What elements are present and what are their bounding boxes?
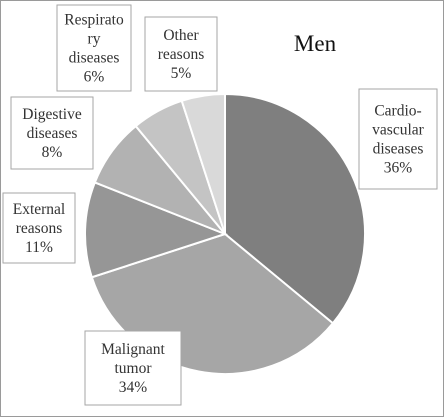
callout-box-5: [144, 16, 218, 92]
callout-box-3: [10, 96, 94, 170]
callout-line-0-0: Cardio-: [374, 103, 421, 120]
callout-line-1-2: 34%: [119, 379, 148, 396]
callout-box-4: [56, 4, 132, 92]
callout-5: Other reasons 5%: [144, 16, 218, 92]
callout-3: Digestive diseases 8%: [10, 96, 94, 170]
callout-line-2-0: External: [13, 201, 66, 218]
callout-line-0-1: vascular: [372, 122, 424, 139]
chart-title: Men: [294, 31, 337, 56]
callout-line-4-1: ry: [88, 31, 101, 48]
callout-box-1: [84, 330, 182, 406]
callout-line-1-1: tumor: [114, 360, 152, 377]
callout-0: Cardio-vascular diseases 36%: [358, 88, 438, 190]
callout-line-4-2: diseases: [69, 50, 120, 67]
callout-4: Respirato ry diseases 6%: [56, 4, 132, 92]
callout-line-5-1: reasons: [158, 46, 205, 63]
pie-slice-5: [180, 92, 226, 235]
callout-line-5-2: 5%: [171, 65, 192, 82]
callout-line-3-0: Digestive: [22, 106, 82, 123]
callout-line-2-2: 11%: [25, 239, 53, 256]
pie-slice-2: [84, 181, 228, 279]
pie-slice-0: [224, 92, 366, 325]
pie-callouts: Cardio-vascular diseases 36% Malignant tumor…: [2, 4, 438, 406]
callout-line-0-2: diseases: [373, 141, 424, 158]
callout-line-3-2: 8%: [42, 144, 63, 161]
callout-box-2: [2, 192, 76, 264]
callout-line-2-1: reasons: [16, 220, 63, 237]
callout-line-4-3: 6%: [84, 69, 105, 86]
callout-line-3-1: diseases: [27, 125, 78, 142]
callout-box-0: [358, 88, 438, 190]
callout-line-1-0: Malignant: [101, 341, 165, 358]
callout-line-0-3: 36%: [384, 160, 413, 177]
callout-2: External reasons 11%: [2, 192, 76, 264]
callout-1: Malignant tumor 34%: [84, 330, 182, 406]
callout-line-5-0: Other: [163, 27, 199, 44]
callout-line-4-0: Respirato: [64, 12, 124, 29]
